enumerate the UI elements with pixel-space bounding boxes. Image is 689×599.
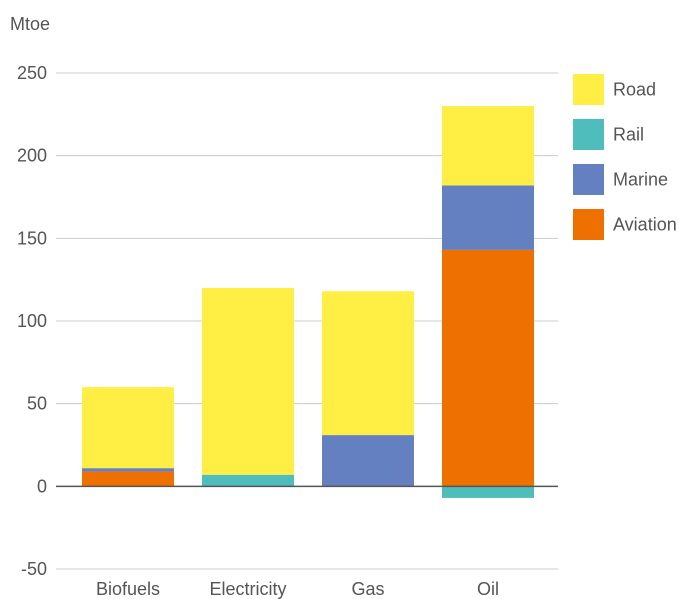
legend-swatch-road [573,74,604,105]
bar-oil-marine [442,185,534,250]
y-axis-tick-labels: -50 0 50 100 150 200 250 [17,63,47,579]
y-tick-label: 100 [17,311,47,331]
y-tick-label: 250 [17,63,47,83]
y-tick-label: 200 [17,146,47,166]
legend: Road Rail Marine Aviation [573,74,677,240]
bar-gas-road [322,291,414,436]
bars [82,106,534,498]
bar-oil-rail [442,486,534,498]
legend-swatch-marine [573,164,604,195]
bar-biofuels-aviation [82,471,174,487]
bar-electricity-road [202,287,294,475]
bar-biofuels-marine [82,468,174,472]
x-axis-category-labels: Biofuels Electricity Gas Oil [96,579,499,599]
legend-label-marine: Marine [613,170,668,190]
bar-gas-marine [322,435,414,487]
y-tick-label: 0 [37,476,47,496]
x-category-label: Oil [477,579,499,599]
bar-biofuels-road [82,387,174,469]
x-category-label: Electricity [209,579,286,599]
bar-oil-aviation [442,249,534,487]
y-tick-label: 150 [17,228,47,248]
y-tick-label: -50 [21,559,47,579]
legend-label-rail: Rail [613,125,644,145]
y-axis-unit-label: Mtoe [10,14,50,34]
y-tick-label: 50 [27,394,47,414]
legend-swatch-rail [573,119,604,150]
legend-label-aviation: Aviation [613,215,677,235]
x-category-label: Gas [351,579,384,599]
legend-label-road: Road [613,80,656,100]
bar-electricity-rail [202,474,294,487]
bar-oil-road [442,106,534,186]
legend-swatch-aviation [573,209,604,240]
x-category-label: Biofuels [96,579,160,599]
